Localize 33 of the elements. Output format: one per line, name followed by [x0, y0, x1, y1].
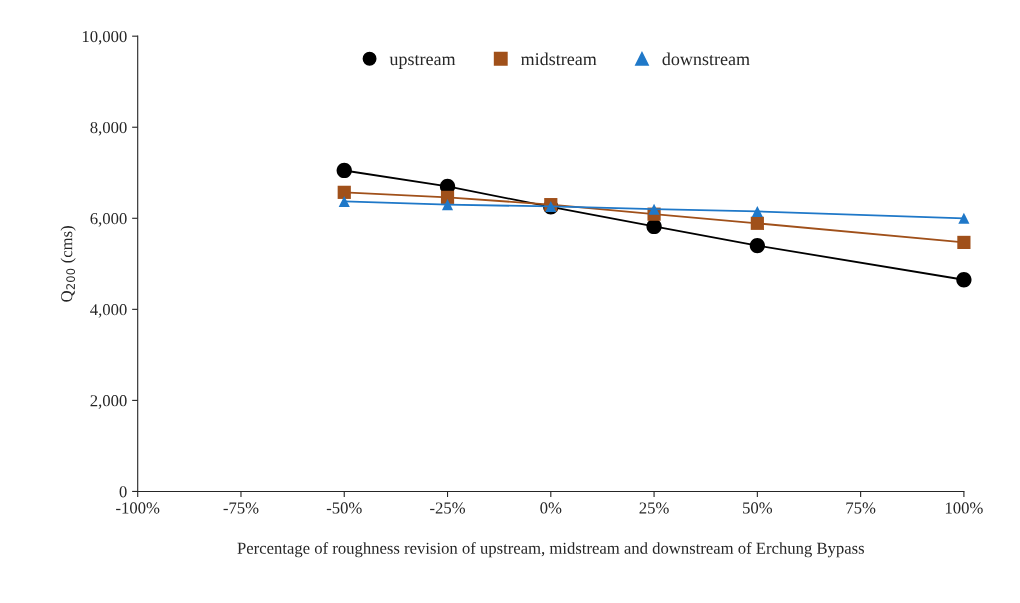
point: [441, 199, 454, 211]
point: [751, 205, 763, 218]
legend-label: downstream: [662, 52, 750, 66]
x-tick-label: -50%: [326, 502, 362, 514]
x-tick-label: -100%: [116, 502, 160, 514]
point: [337, 185, 351, 199]
x-axis-title: Percentage of roughness revision of upstream, midstream and downstream of Erchung Bypass: [237, 541, 864, 558]
y-tick-label: 10,000: [82, 30, 127, 45]
point: [440, 190, 455, 204]
point: [749, 237, 765, 254]
y-axis-title: Q$_{200}$ (cms): [60, 226, 76, 302]
y-tick-label: 0: [119, 486, 127, 498]
y-tick-label: 8,000: [90, 121, 127, 136]
point: [646, 218, 662, 235]
legend-label: upstream: [389, 54, 456, 69]
point: [648, 203, 660, 215]
legend-label: midstream: [520, 52, 597, 66]
point: [956, 272, 972, 288]
point: [338, 195, 350, 207]
x-tick-label: -25%: [430, 502, 466, 514]
point: [336, 162, 352, 179]
point: [958, 212, 970, 224]
y-tick-label: 4,000: [90, 304, 127, 318]
x-tick-label: 75%: [846, 502, 876, 514]
x-tick-label: -75%: [223, 502, 259, 514]
x-tick-label: 100%: [945, 502, 983, 514]
point: [957, 235, 971, 250]
point: [750, 216, 764, 230]
x-tick-label: 50%: [743, 502, 773, 514]
x-tick-label: 0%: [540, 502, 562, 514]
x-tick-label: 25%: [639, 502, 669, 514]
y-tick-label: 6,000: [90, 212, 127, 227]
y-tick-label: 2,000: [90, 395, 127, 409]
